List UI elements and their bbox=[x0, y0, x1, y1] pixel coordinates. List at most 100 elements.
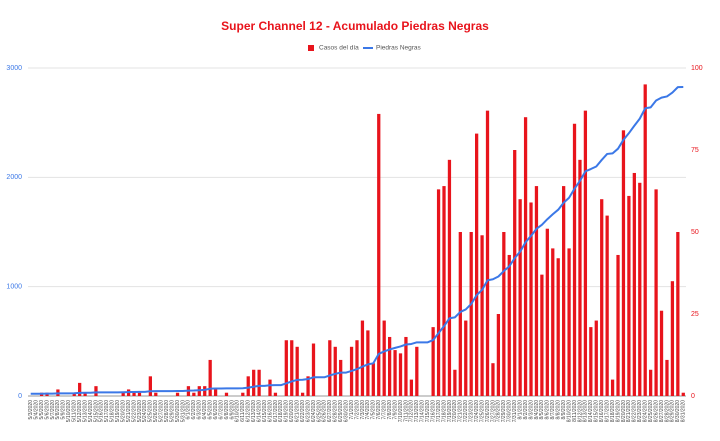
x-tick-label: 7/18/2020 bbox=[441, 400, 447, 422]
bar bbox=[436, 189, 441, 396]
x-tick-label: 8/7/2020 bbox=[550, 400, 556, 420]
x-tick-label: 6/2/2020 bbox=[191, 400, 197, 420]
bar bbox=[464, 320, 468, 396]
bar bbox=[502, 232, 506, 396]
x-tick-label: 5/27/2020 bbox=[159, 400, 165, 422]
bar bbox=[154, 392, 158, 396]
bar bbox=[284, 340, 288, 396]
bar bbox=[485, 110, 490, 396]
bar bbox=[333, 346, 337, 396]
bar bbox=[654, 189, 658, 396]
bar bbox=[491, 363, 495, 396]
x-tick-label: 7/19/2020 bbox=[447, 400, 453, 422]
x-tick-label: 5/15/2020 bbox=[93, 400, 99, 422]
x-tick-label: 6/26/2020 bbox=[322, 400, 328, 422]
x-tick-label: 8/14/2020 bbox=[588, 400, 594, 422]
bar bbox=[551, 248, 555, 396]
x-tick-label: 6/14/2020 bbox=[256, 400, 262, 422]
bar bbox=[589, 327, 593, 396]
x-tick-label: 8/11/2020 bbox=[572, 400, 578, 422]
x-tick-label: 5/22/2020 bbox=[131, 400, 137, 422]
legend-label: Piedras Negras bbox=[376, 45, 422, 52]
x-tick-label: 6/6/2020 bbox=[213, 400, 219, 420]
bar bbox=[328, 340, 332, 396]
x-tick-label: 5/17/2020 bbox=[104, 400, 110, 422]
x-tick-label: 5/20/2020 bbox=[120, 400, 126, 422]
x-tick-label: 7/31/2020 bbox=[512, 400, 518, 422]
x-tick-label: 6/17/2020 bbox=[273, 400, 279, 422]
x-tick-label: 8/19/2020 bbox=[615, 400, 621, 422]
x-tick-label: 6/1/2020 bbox=[186, 400, 192, 420]
bar bbox=[616, 254, 620, 396]
x-tick-label: 8/15/2020 bbox=[594, 400, 600, 422]
x-tick-label: 6/8/2020 bbox=[224, 400, 230, 420]
bar bbox=[529, 202, 533, 396]
bar bbox=[447, 159, 452, 396]
x-tick-label: 5/16/2020 bbox=[99, 400, 105, 422]
bar bbox=[78, 382, 82, 396]
x-tick-label: 5/19/2020 bbox=[115, 400, 121, 422]
x-tick-label: 5/25/2020 bbox=[148, 400, 154, 422]
bar bbox=[583, 110, 588, 396]
x-tick-label: 6/4/2020 bbox=[202, 400, 208, 420]
bar bbox=[605, 215, 609, 396]
x-tick-label: 6/29/2020 bbox=[338, 400, 344, 422]
x-tick-label: 7/27/2020 bbox=[490, 400, 496, 422]
bar bbox=[540, 274, 544, 396]
x-tick-label: 6/18/2020 bbox=[278, 400, 284, 422]
bar bbox=[137, 392, 142, 396]
bar bbox=[295, 346, 299, 396]
bar bbox=[273, 392, 278, 396]
x-tick-label: 8/22/2020 bbox=[632, 400, 638, 422]
bar bbox=[241, 392, 245, 396]
x-tick-label: 5/31/2020 bbox=[180, 400, 186, 422]
bar bbox=[393, 350, 397, 396]
x-tick-label: 5/29/2020 bbox=[169, 400, 175, 422]
x-tick-label: 8/25/2020 bbox=[648, 400, 654, 422]
x-tick-label: 8/24/2020 bbox=[643, 400, 649, 422]
x-tick-label: 7/21/2020 bbox=[458, 400, 464, 422]
y2-tick-label: 25 bbox=[691, 311, 699, 318]
bar bbox=[600, 199, 604, 396]
x-tick-label: 5/8/2020 bbox=[55, 400, 61, 420]
bar bbox=[649, 369, 653, 396]
bar bbox=[670, 281, 675, 396]
legend-swatch bbox=[308, 45, 314, 51]
x-tick-label: 8/16/2020 bbox=[599, 400, 605, 422]
line bbox=[30, 86, 684, 395]
bar bbox=[627, 195, 631, 396]
x-tick-label: 8/10/2020 bbox=[566, 400, 572, 422]
bar bbox=[442, 186, 446, 396]
x-tick-label: 5/13/2020 bbox=[82, 400, 88, 422]
bar bbox=[300, 392, 305, 396]
x-tick-label: 8/20/2020 bbox=[621, 400, 627, 422]
bar bbox=[643, 84, 647, 397]
x-tick-label: 6/7/2020 bbox=[218, 400, 224, 420]
x-tick-label: 7/25/2020 bbox=[479, 400, 485, 422]
bar bbox=[431, 327, 435, 396]
x-tick-label: 6/13/2020 bbox=[251, 400, 257, 422]
x-tick-label: 5/10/2020 bbox=[66, 400, 72, 422]
x-tick-label: 8/29/2020 bbox=[670, 400, 676, 422]
x-tick-label: 8/31/2020 bbox=[681, 400, 687, 422]
bar bbox=[545, 228, 549, 396]
x-tick-label: 6/27/2020 bbox=[327, 400, 333, 422]
bar bbox=[398, 353, 403, 396]
x-tick-label: 8/5/2020 bbox=[539, 400, 545, 420]
x-tick-label: 6/16/2020 bbox=[267, 400, 273, 422]
x-tick-label: 8/17/2020 bbox=[604, 400, 610, 422]
x-tick-label: 8/6/2020 bbox=[545, 400, 551, 420]
bar bbox=[534, 186, 539, 396]
x-tick-label: 5/14/2020 bbox=[88, 400, 94, 422]
x-tick-label: 6/12/2020 bbox=[246, 400, 252, 422]
x-tick-label: 7/28/2020 bbox=[496, 400, 502, 422]
bar bbox=[409, 379, 414, 396]
bar bbox=[257, 369, 261, 396]
y-tick-label: 1000 bbox=[6, 284, 22, 291]
bar bbox=[175, 392, 180, 396]
x-tick-label: 5/23/2020 bbox=[137, 400, 143, 422]
x-tick-label: 7/1/2020 bbox=[349, 400, 355, 420]
y-tick-label: 0 bbox=[18, 393, 22, 400]
x-tick-label: 6/20/2020 bbox=[289, 400, 295, 422]
